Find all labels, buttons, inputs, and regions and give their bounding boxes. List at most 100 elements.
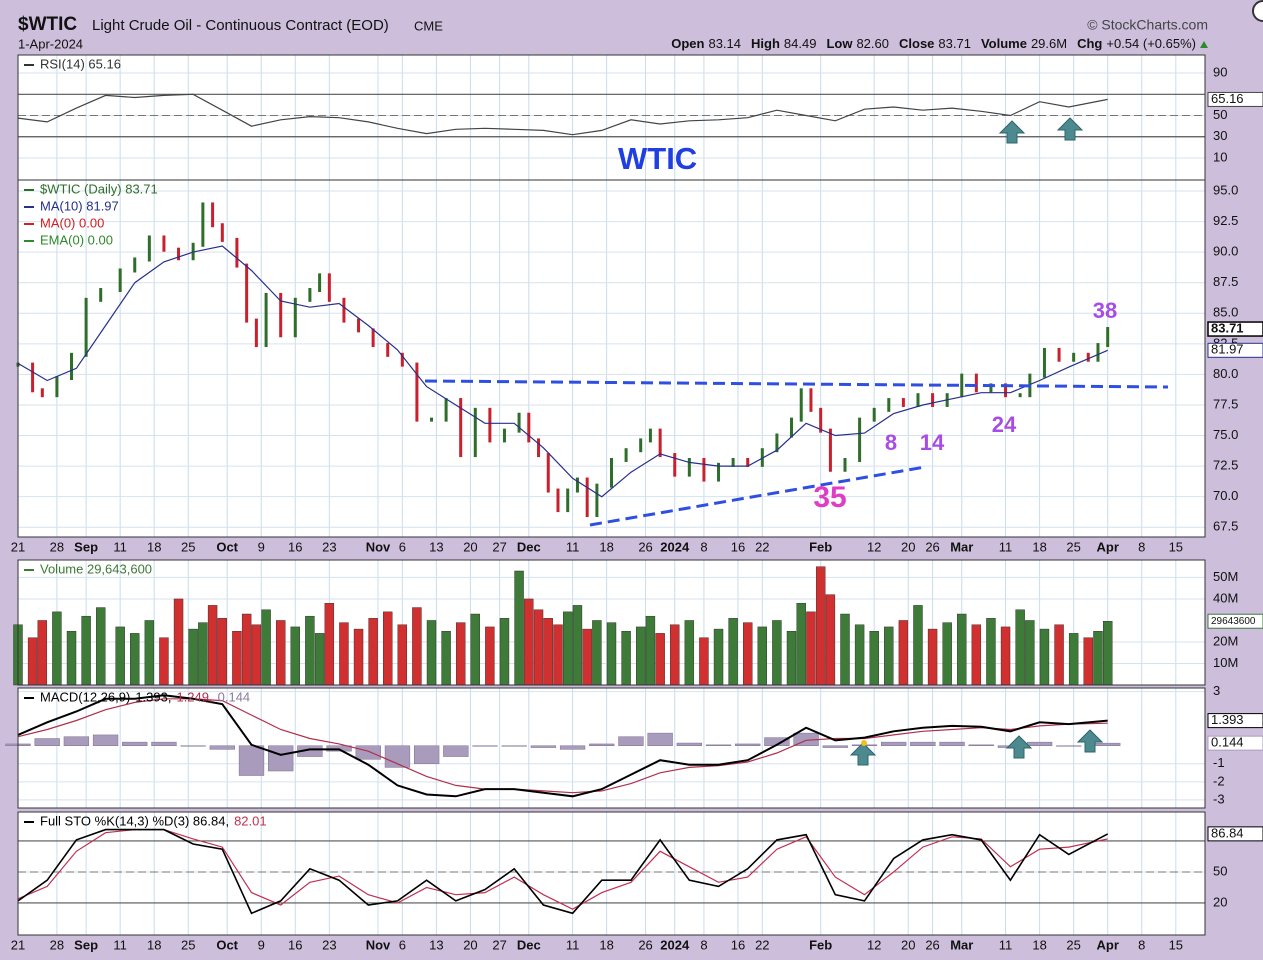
x-tick-label: 26 [638, 937, 652, 952]
volume-bar [261, 609, 271, 686]
price-bar [318, 273, 322, 293]
value-box [1207, 735, 1263, 751]
arrow [1056, 117, 1084, 141]
x-tick-label: 11 [113, 937, 127, 952]
y-tick-label: 90.0 [1213, 244, 1238, 259]
price-bar [162, 235, 166, 252]
price-bar [327, 273, 331, 302]
price-bar [517, 412, 521, 433]
volume-bar [772, 620, 782, 686]
x-tick-label: 11 [566, 539, 580, 554]
x-tick-label: 18 [147, 539, 161, 554]
price-bar [264, 292, 268, 348]
x-tick-label: 11 [999, 937, 1013, 952]
histogram-bar [180, 745, 206, 747]
series-line [17, 694, 1108, 798]
price-bar [220, 223, 224, 242]
price-bar [211, 202, 215, 228]
symbol: $WTIC [18, 14, 77, 35]
price-bar [502, 428, 506, 443]
volume-bar [514, 570, 524, 686]
price-bar [843, 457, 847, 472]
x-tick-label: 26 [638, 539, 652, 554]
price-bar [459, 398, 463, 458]
volume-bar [884, 626, 894, 686]
price-bar [235, 237, 239, 268]
volume-bar [159, 637, 169, 686]
volume-bar [470, 613, 480, 686]
price-bar [648, 428, 652, 443]
x-tick-label: 27 [492, 937, 506, 952]
volume-bar [1083, 637, 1093, 686]
price-bar [1086, 352, 1090, 362]
price-bar [177, 247, 181, 261]
last-value-label: 29643600 [1211, 616, 1256, 627]
date: 1-Apr-2024 [18, 36, 83, 51]
volume-bar [173, 598, 184, 686]
volume-bar [563, 611, 573, 686]
price-bar [1106, 327, 1110, 348]
panel-frame [17, 179, 1206, 538]
y-tick-label: 75.0 [1213, 427, 1238, 442]
quote-label: Volume [981, 36, 1027, 51]
series-line [17, 93, 1108, 136]
price-bar [717, 462, 721, 482]
x-tick-label: 18 [1032, 539, 1046, 554]
annotation: 14 [920, 430, 945, 455]
price-bar [1072, 352, 1076, 362]
value-box [1207, 713, 1263, 729]
y-tick-label: 50 [1213, 863, 1227, 878]
x-tick-label: 18 [599, 539, 613, 554]
legend-label: MA(10) 81.97 [40, 198, 119, 213]
x-tick-label: 28 [50, 937, 64, 952]
x-tick-label: 21 [11, 937, 25, 952]
instrument-name: Light Crude Oil - Continuous Contract (E… [92, 17, 389, 34]
price-bar [687, 457, 691, 477]
series-line [17, 828, 1109, 915]
x-tick-label: 8 [1138, 539, 1145, 554]
volume-bar [986, 618, 996, 686]
legend-label: Volume 29,643,600 [40, 561, 152, 576]
quote-value: 29.6M [1031, 36, 1067, 51]
y-tick-label: -3 [1213, 791, 1225, 806]
price-bar [702, 457, 706, 482]
volume-bar [251, 624, 262, 686]
x-tick-label: Oct [216, 937, 238, 952]
volume-bar [1015, 609, 1025, 686]
volume-bar [198, 622, 208, 686]
x-tick-label: 25 [181, 539, 195, 554]
x-tick-label: Mar [950, 937, 973, 952]
quote-line: Open 83.14 High 84.49 Low 82.60 Close 83.71 Volu… [671, 36, 1196, 51]
volume-bar [397, 624, 408, 686]
histogram-bar [589, 743, 615, 746]
panel-frame [17, 687, 1206, 809]
y-tick-label: 20M [1213, 633, 1238, 648]
series-line [17, 829, 1108, 910]
histogram-bar [443, 745, 469, 757]
price-bar [1096, 343, 1100, 362]
y-tick-label: 40M [1213, 590, 1238, 605]
x-tick-label: Sep [74, 539, 98, 554]
x-tick-label: 16 [288, 937, 302, 952]
volume-bar [898, 620, 909, 686]
volume-bar [81, 615, 91, 686]
price-bar [415, 362, 419, 422]
y-tick-label: 90 [1213, 64, 1227, 79]
last-value-label: 83.71 [1211, 320, 1244, 335]
y-tick-label: 50 [1213, 107, 1227, 122]
last-value-label: 1.393 [1211, 712, 1244, 727]
source: © StockCharts.com [1087, 17, 1208, 33]
histogram-bar [705, 744, 732, 746]
volume-bar [1039, 628, 1050, 686]
panel-frame [17, 811, 1206, 936]
x-tick-label: 18 [599, 937, 613, 952]
annotation: 8 [885, 430, 897, 455]
y-tick-label: 20 [1213, 894, 1227, 909]
price-bar [799, 388, 803, 422]
price-bar [595, 483, 599, 517]
x-tick-label: 2024 [660, 937, 690, 952]
exchange: CME [414, 18, 443, 33]
corner-button[interactable] [1252, 0, 1263, 22]
price-bar [201, 202, 205, 247]
price-bar [789, 417, 793, 438]
